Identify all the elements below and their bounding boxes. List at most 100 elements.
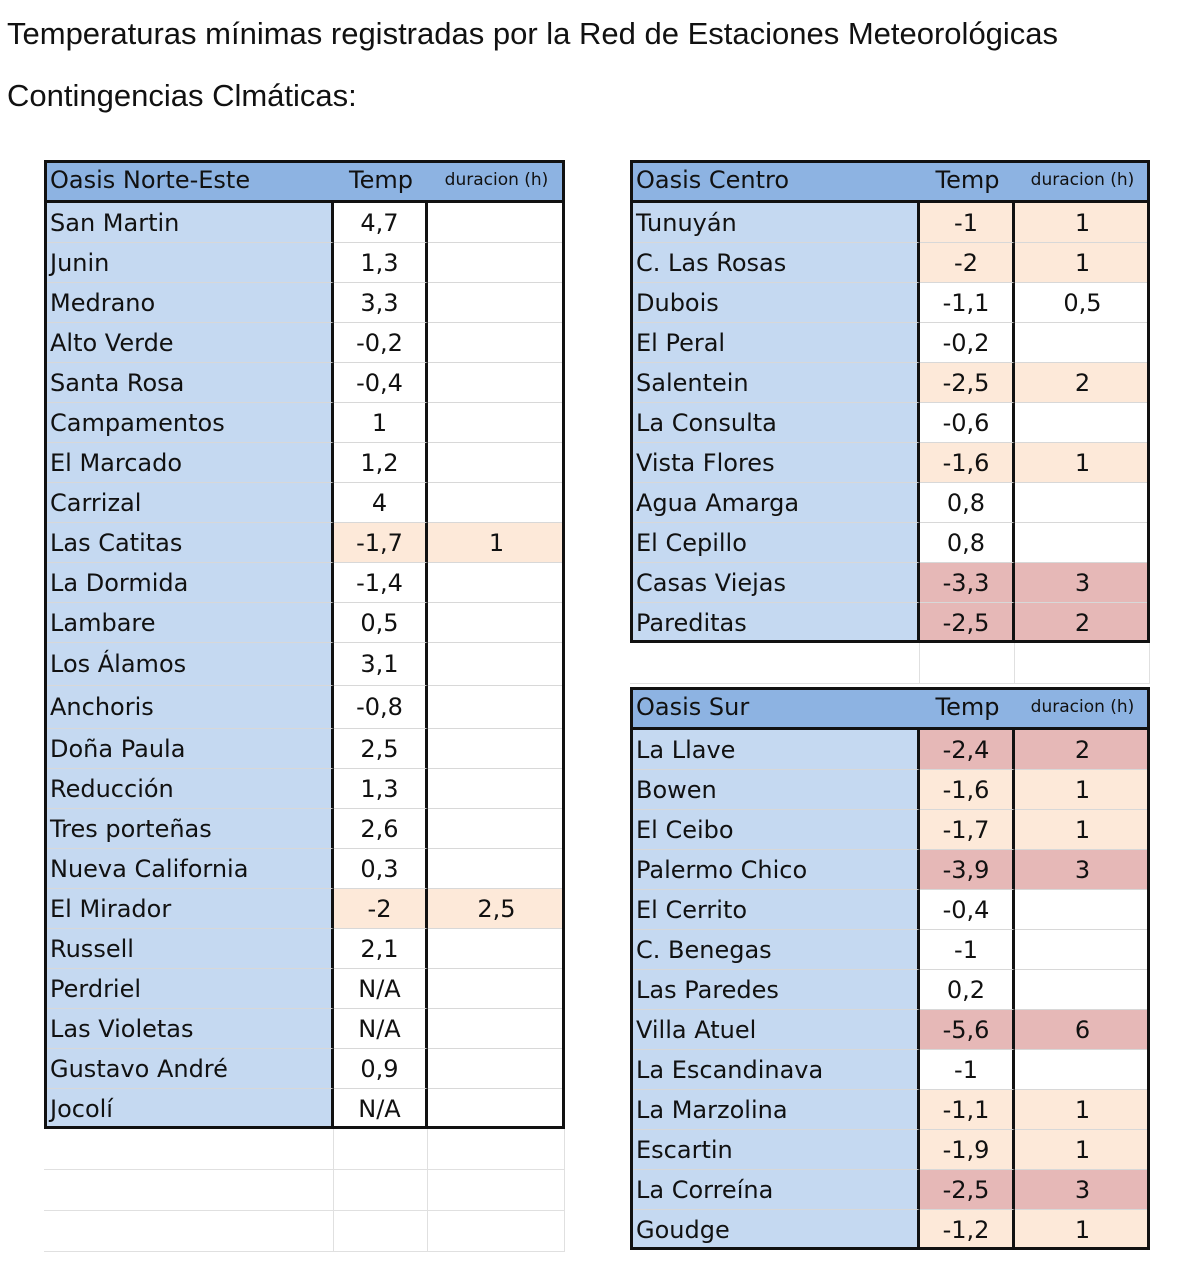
table-row: Goudge -1,2 1	[630, 1210, 1150, 1250]
empty-cell	[1015, 643, 1150, 684]
table-row: Escartin -1,9 1	[630, 1130, 1150, 1170]
cell-dur	[428, 969, 565, 1009]
empty-cell	[428, 1211, 565, 1252]
cell-temp: N/A	[334, 969, 428, 1009]
table-row: Medrano 3,3	[44, 283, 565, 323]
cell-dur: 0,5	[1015, 283, 1150, 323]
cell-dur: 1	[1015, 770, 1150, 810]
cell-temp: 0,3	[334, 849, 428, 889]
cell-dur	[428, 1089, 565, 1129]
cell-name: Reducción	[44, 769, 334, 809]
cell-dur	[428, 929, 565, 969]
table-row: C. Las Rosas -2 1	[630, 243, 1150, 283]
table-row: Dubois -1,1 0,5	[630, 283, 1150, 323]
cell-temp: -1	[920, 1050, 1015, 1090]
cell-temp: -1,2	[920, 1210, 1015, 1250]
cell-temp: -1	[920, 203, 1015, 243]
cell-temp: 1,3	[334, 769, 428, 809]
cell-name: Palermo Chico	[630, 850, 920, 890]
empty-cell	[334, 1211, 428, 1252]
cell-dur	[428, 769, 565, 809]
cell-dur	[1015, 483, 1150, 523]
cell-temp: 4,7	[334, 203, 428, 243]
header-name: Oasis Sur	[630, 687, 920, 730]
cell-temp: 2,5	[334, 729, 428, 769]
cell-name: Las Catitas	[44, 523, 334, 563]
cell-name: La Consulta	[630, 403, 920, 443]
cell-name: Goudge	[630, 1210, 920, 1250]
empty-row	[630, 643, 1150, 684]
cell-temp: -5,6	[920, 1010, 1015, 1050]
cell-name: La Escandinava	[630, 1050, 920, 1090]
table-row: El Cerrito -0,4	[630, 890, 1150, 930]
cell-temp: 3,3	[334, 283, 428, 323]
empty-cell	[630, 643, 920, 684]
table-row: La Escandinava -1	[630, 1050, 1150, 1090]
cell-dur: 1	[1015, 443, 1150, 483]
cell-temp: -1,1	[920, 283, 1015, 323]
empty-cell	[334, 1170, 428, 1211]
cell-temp: -1,7	[334, 523, 428, 563]
cell-name: El Mirador	[44, 889, 334, 929]
cell-name: El Ceibo	[630, 810, 920, 850]
cell-name: La Marzolina	[630, 1090, 920, 1130]
table-row: Nueva California 0,3	[44, 849, 565, 889]
cell-dur: 2,5	[428, 889, 565, 929]
cell-dur	[428, 483, 565, 523]
table-row: La Consulta -0,6	[630, 403, 1150, 443]
empty-row	[44, 1129, 565, 1170]
header-dur: duracion (h)	[428, 160, 565, 203]
table-row: Reducción 1,3	[44, 769, 565, 809]
cell-temp: -3,9	[920, 850, 1015, 890]
cell-temp: -1,7	[920, 810, 1015, 850]
cell-temp: -0,4	[334, 363, 428, 403]
table-row: Russell 2,1	[44, 929, 565, 969]
page-subtitle: Contingencias Clmáticas:	[7, 78, 357, 113]
cell-name: Salentein	[630, 363, 920, 403]
table-row: Campamentos 1	[44, 403, 565, 443]
cell-dur: 1	[1015, 810, 1150, 850]
table-row: Lambare 0,5	[44, 603, 565, 643]
cell-dur: 2	[1015, 603, 1150, 643]
cell-name: Russell	[44, 929, 334, 969]
cell-name: La Llave	[630, 730, 920, 770]
cell-temp: 4	[334, 483, 428, 523]
table-row: Las Violetas N/A	[44, 1009, 565, 1049]
cell-temp: 0,8	[920, 523, 1015, 563]
empty-cell	[44, 1129, 334, 1170]
header-temp: Temp	[334, 160, 428, 203]
cell-name: Anchoris	[44, 686, 334, 729]
table-row: Junin 1,3	[44, 243, 565, 283]
cell-dur	[428, 443, 565, 483]
cell-name: Villa Atuel	[630, 1010, 920, 1050]
cell-temp: -0,2	[334, 323, 428, 363]
cell-temp: -2,4	[920, 730, 1015, 770]
cell-name: Junin	[44, 243, 334, 283]
cell-name: Santa Rosa	[44, 363, 334, 403]
table-row: Pareditas -2,5 2	[630, 603, 1150, 643]
cell-name: Doña Paula	[44, 729, 334, 769]
cell-name: Campamentos	[44, 403, 334, 443]
cell-temp: -0,2	[920, 323, 1015, 363]
cell-dur: 2	[1015, 730, 1150, 770]
cell-name: Pareditas	[630, 603, 920, 643]
cell-dur: 2	[1015, 363, 1150, 403]
table-row: Santa Rosa -0,4	[44, 363, 565, 403]
cell-name: Nueva California	[44, 849, 334, 889]
cell-dur	[428, 849, 565, 889]
cell-name: El Cerrito	[630, 890, 920, 930]
cell-name: C. Las Rosas	[630, 243, 920, 283]
empty-cell	[334, 1129, 428, 1170]
cell-dur	[428, 1049, 565, 1089]
table-row: El Peral -0,2	[630, 323, 1150, 363]
table-row: Palermo Chico -3,9 3	[630, 850, 1150, 890]
cell-dur	[428, 323, 565, 363]
table-row: El Ceibo -1,7 1	[630, 810, 1150, 850]
table-row: La Dormida -1,4	[44, 563, 565, 603]
cell-name: Medrano	[44, 283, 334, 323]
table-row: El Mirador -2 2,5	[44, 889, 565, 929]
cell-temp: -0,4	[920, 890, 1015, 930]
table-row: Casas Viejas -3,3 3	[630, 563, 1150, 603]
cell-temp: -2,5	[920, 363, 1015, 403]
empty-cell	[44, 1170, 334, 1211]
